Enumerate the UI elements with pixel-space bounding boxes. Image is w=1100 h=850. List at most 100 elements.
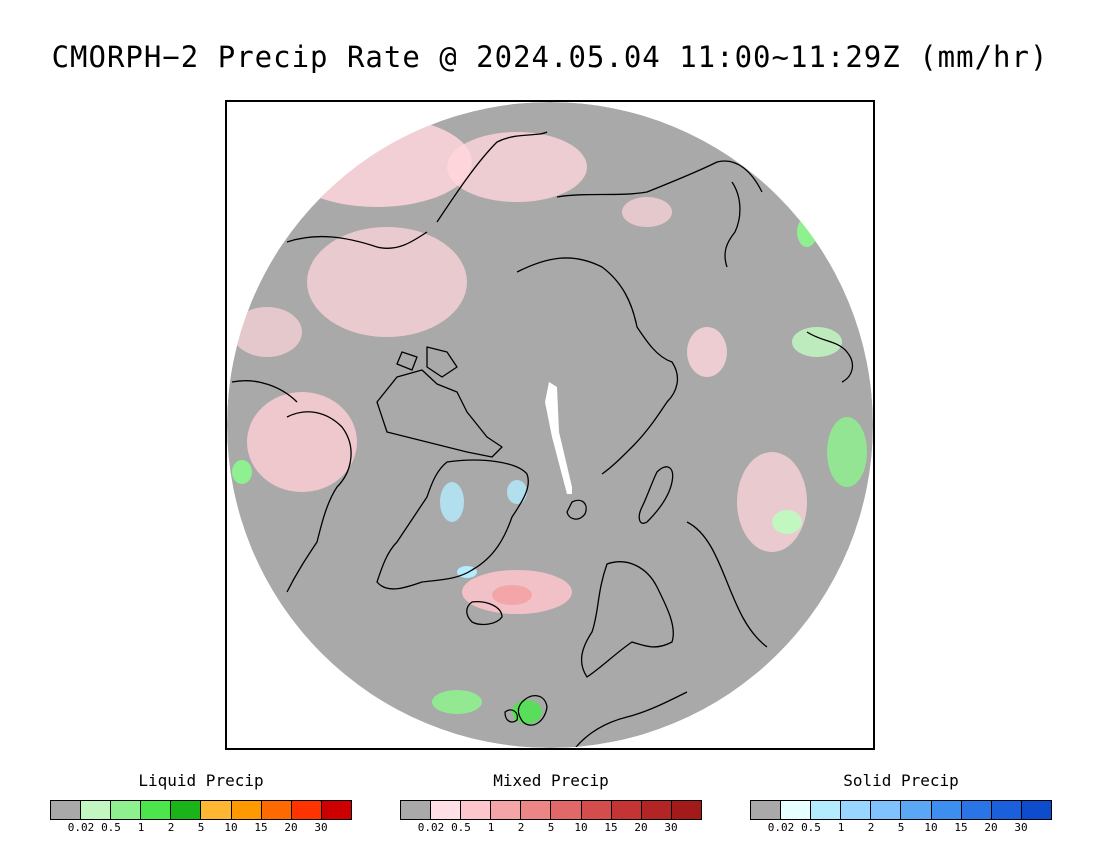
legend-swatch-mixed-9	[671, 801, 701, 819]
legend-swatch-mixed-3	[491, 801, 522, 819]
legend-swatch-mixed-0	[401, 801, 432, 819]
legend-tick-label: 30	[314, 821, 328, 834]
legend-tick-label: 0.5	[801, 821, 821, 834]
novaya-zemlya-outline	[638, 466, 674, 524]
legend-solid: Solid Precip 0.02 0.5 1 2 5 10 15 20 30	[750, 770, 1052, 835]
north-america-coast	[231, 380, 298, 403]
legend-swatch-liquid-5	[201, 801, 232, 819]
legend-swatch-liquid-2	[111, 801, 142, 819]
legend-swatch-solid-6	[931, 801, 962, 819]
europe-coast	[686, 521, 768, 648]
legend-ticks-mixed: 0.02 0.5 1 2 5 10 15 20 30	[400, 821, 702, 835]
europe-coast	[571, 691, 688, 748]
legend-swatch-mixed-5	[551, 801, 582, 819]
legend-ticks-solid: 0.02 0.5 1 2 5 10 15 20 30	[750, 821, 1052, 835]
legend-tick-label: 5	[897, 821, 905, 834]
legend-swatch-liquid-8	[291, 801, 322, 819]
legend-ticks-liquid: 0.02 0.5 1 2 5 10 15 20 30	[50, 821, 352, 835]
legend-swatch-liquid-0	[51, 801, 82, 819]
missing-data-strip	[545, 382, 572, 494]
legend-swatch-mixed-2	[461, 801, 492, 819]
legend-tick-label: 0.02	[67, 821, 95, 834]
legend-swatch-liquid-6	[231, 801, 262, 819]
liquid-precip-patch	[772, 510, 802, 534]
polar-precip-map	[227, 102, 873, 748]
canadian-archipelago-outline	[376, 369, 503, 458]
liquid-precip-patch	[432, 690, 482, 714]
mixed-precip-patch	[492, 585, 532, 605]
mixed-precip-patch	[307, 227, 467, 337]
legend-swatch-mixed-1	[431, 801, 462, 819]
legend-tick-label: 15	[604, 821, 618, 834]
legend-swatch-solid-4	[871, 801, 902, 819]
legend-tick-label: 0.02	[767, 821, 795, 834]
scandinavia-outline	[580, 561, 674, 678]
legend-swatch-mixed-6	[581, 801, 612, 819]
kamchatka-coast	[724, 181, 741, 268]
legend-liquid: Liquid Precip 0.02 0.5 1 2 5 10 15 20 30	[50, 770, 352, 835]
siberia-coast	[556, 160, 763, 198]
legend-swatch-solid-1	[781, 801, 812, 819]
legend-swatch-solid-5	[901, 801, 932, 819]
mixed-precip-patch	[232, 307, 302, 357]
legend-tick-label: 1	[487, 821, 495, 834]
coastlines	[231, 131, 854, 748]
legend-tick-label: 5	[547, 821, 555, 834]
legend-tick-label: 1	[137, 821, 145, 834]
legend-tick-label: 20	[984, 821, 998, 834]
mixed-precip-patch	[247, 392, 357, 492]
solid-precip-patch	[507, 480, 527, 504]
mixed-precip-patch	[282, 117, 472, 207]
solid-precip-patch	[440, 482, 464, 522]
mixed-precip-patch	[737, 452, 807, 552]
legend-swatch-solid-8	[991, 801, 1022, 819]
legend-swatch-liquid-9	[321, 801, 351, 819]
legend-swatch-mixed-7	[611, 801, 642, 819]
legend-tick-label: 0.5	[101, 821, 121, 834]
legend-swatch-liquid-4	[171, 801, 202, 819]
legend-swatch-liquid-1	[81, 801, 112, 819]
svalbard-outline	[566, 499, 587, 520]
legend-swatch-solid-9	[1021, 801, 1051, 819]
legend-tick-label: 2	[867, 821, 875, 834]
legend-title-mixed: Mixed Precip	[493, 771, 609, 790]
greenland-outline	[376, 459, 529, 590]
liquid-precip-patch	[827, 417, 867, 487]
liquid-precip-patch	[792, 327, 842, 357]
legend-title-liquid: Liquid Precip	[138, 771, 264, 790]
legend-tick-label: 30	[664, 821, 678, 834]
legend-swatch-solid-3	[841, 801, 872, 819]
legend-tick-label: 15	[954, 821, 968, 834]
legend-title-solid: Solid Precip	[843, 771, 959, 790]
north-america-coast	[286, 411, 352, 593]
liquid-precip-patch	[797, 217, 817, 247]
liquid-precip-patch	[232, 460, 252, 484]
mixed-precip-patch	[622, 197, 672, 227]
canadian-archipelago-outline	[396, 351, 418, 371]
legend-tick-label: 5	[197, 821, 205, 834]
legend-mixed: Mixed Precip 0.02 0.5 1 2 5 10 15 20 30	[400, 770, 702, 835]
mixed-precip-patch	[447, 132, 587, 202]
british-isles-outline	[517, 695, 548, 726]
legend-tick-label: 15	[254, 821, 268, 834]
legend-tick-label: 2	[167, 821, 175, 834]
alaska-coast	[436, 131, 548, 223]
british-isles-outline	[504, 709, 518, 723]
legend-tick-label: 20	[284, 821, 298, 834]
polar-map-frame	[225, 100, 875, 750]
iceland-outline	[466, 601, 503, 626]
legend-tick-label: 30	[1014, 821, 1028, 834]
legend-tick-label: 10	[574, 821, 588, 834]
legend-swatch-solid-7	[961, 801, 992, 819]
legend-tick-label: 10	[924, 821, 938, 834]
map-title: CMORPH−2 Precip Rate @ 2024.05.04 11:00~…	[51, 40, 1049, 74]
legend-swatch-mixed-8	[641, 801, 672, 819]
legend-tick-label: 0.02	[417, 821, 445, 834]
mixed-precip-patch	[687, 327, 727, 377]
legend-swatch-mixed-4	[521, 801, 552, 819]
legend-colorbar-solid	[750, 800, 1052, 820]
legend-colorbar-liquid	[50, 800, 352, 820]
legend-colorbar-mixed	[400, 800, 702, 820]
canadian-archipelago-outline	[426, 346, 458, 378]
legend-tick-label: 2	[517, 821, 525, 834]
